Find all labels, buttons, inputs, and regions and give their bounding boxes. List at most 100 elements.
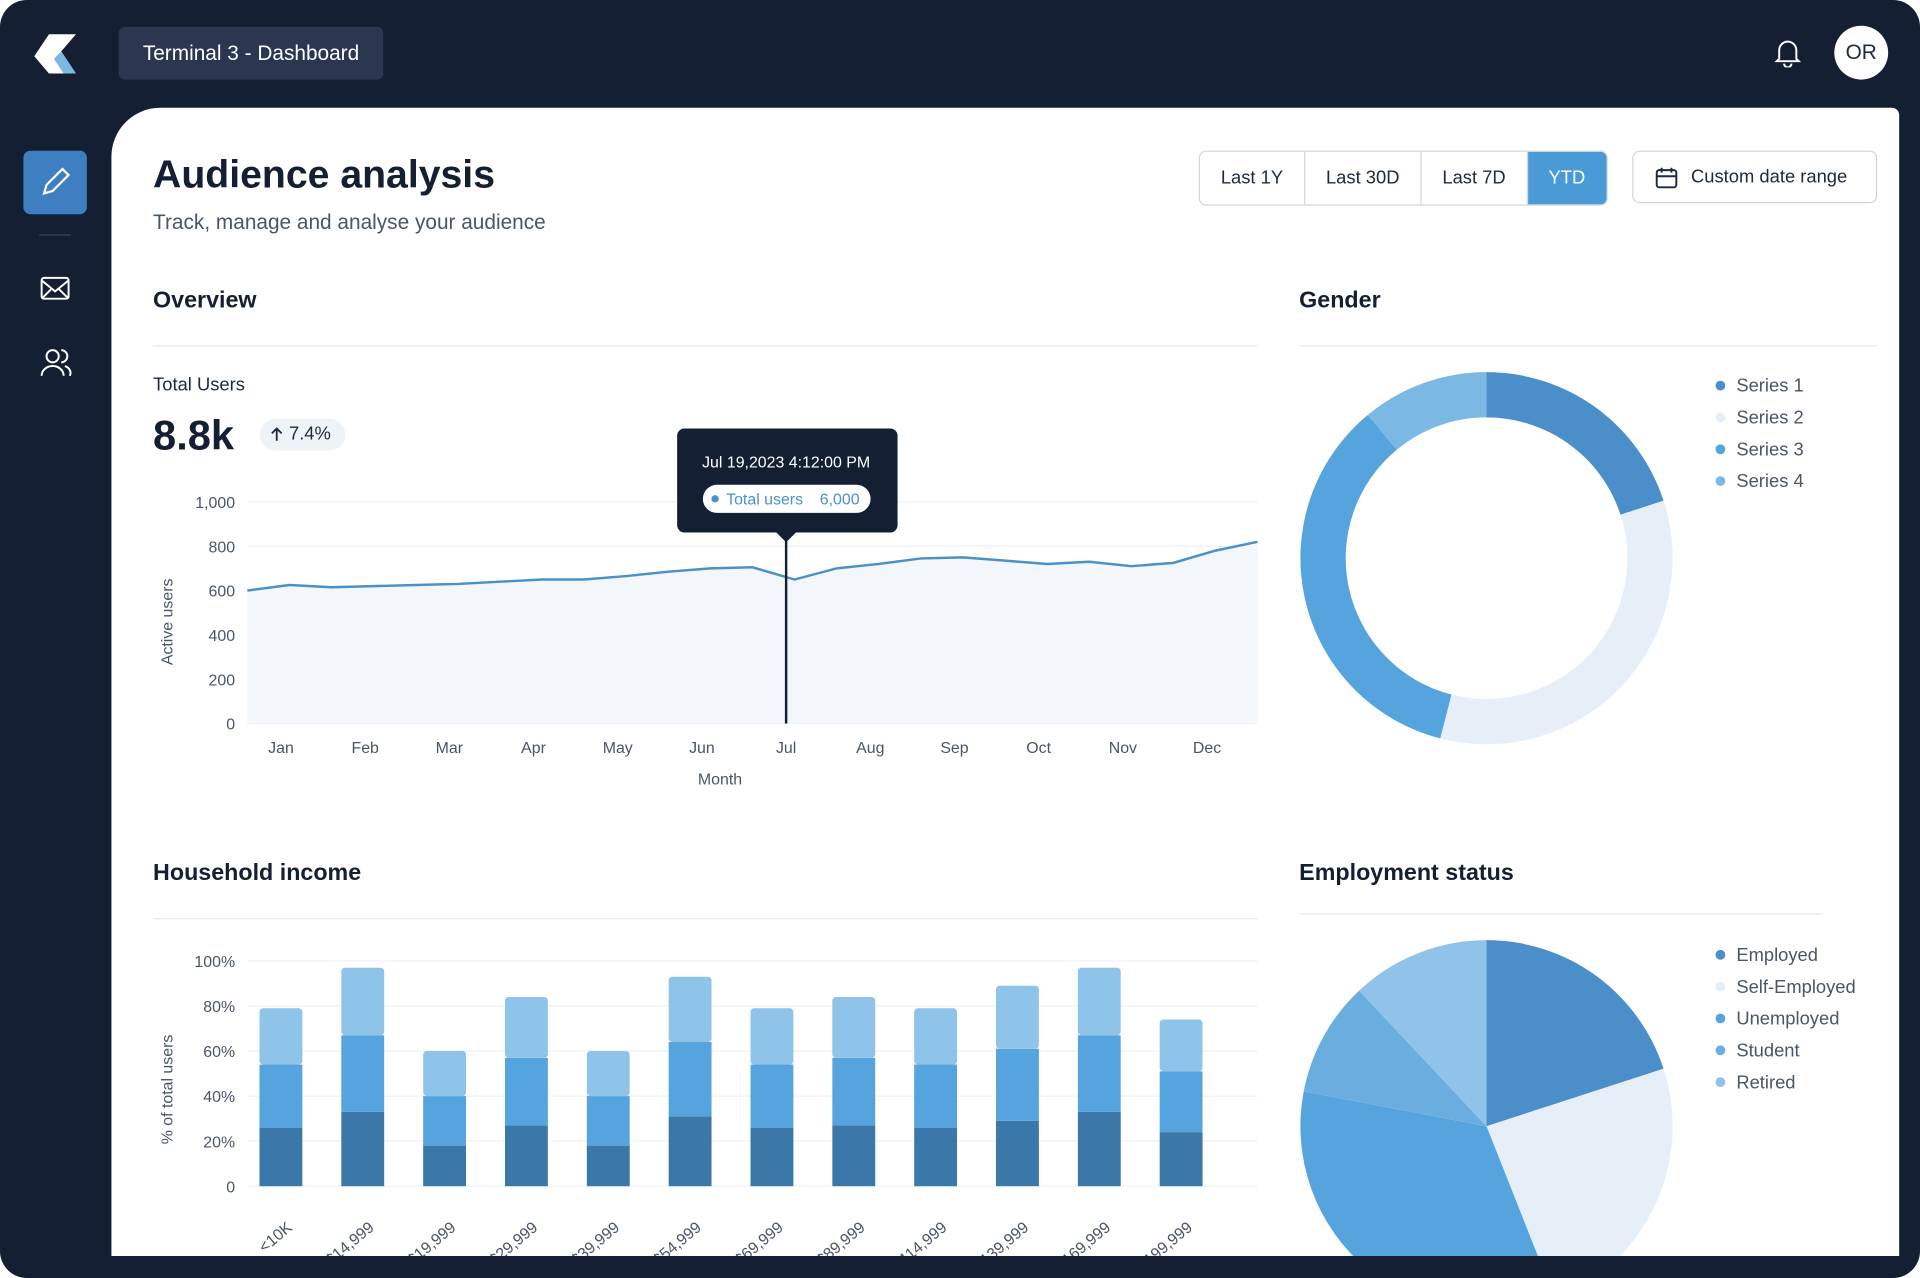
x-tick-label: Nov [1109, 740, 1137, 757]
bar-segment [341, 1035, 385, 1112]
legend-label: Series 2 [1736, 407, 1803, 428]
pie-slice [1300, 1091, 1538, 1256]
donut-segment [1486, 372, 1664, 515]
x-axis-label: Month [698, 772, 742, 789]
bar-segment [423, 1145, 467, 1187]
divider [1299, 345, 1878, 347]
bar-segment [1077, 1111, 1121, 1187]
x-tick-label: Sep [940, 740, 968, 757]
x-tick-label: Mar [436, 740, 464, 757]
y-tick-label: 0 [226, 717, 235, 734]
x-tick-label: $70K-$89,999 [781, 1219, 869, 1278]
section-title: Household income [153, 860, 362, 887]
bar-segment [750, 1127, 794, 1187]
legend-label: Series 3 [1736, 438, 1803, 459]
metric-change: 7.4% [288, 423, 331, 445]
x-tick-label: Apr [521, 740, 546, 757]
bar-segment [423, 1051, 467, 1097]
tooltip-value: 6,000 [820, 491, 860, 508]
legend-dot [1715, 1045, 1726, 1056]
bar-segment [996, 985, 1039, 1049]
bar-segment [341, 967, 385, 1036]
bar-segment [914, 1127, 958, 1187]
legend-dot [1715, 412, 1726, 423]
date-filters: Last 1Y Last 30D Last 7D YTD [1198, 150, 1608, 206]
bar-segment [259, 1008, 303, 1065]
bar-segment [996, 1120, 1039, 1187]
legend-label: Unemployed [1736, 1008, 1839, 1029]
legend-dot [1715, 981, 1726, 992]
page-title: Audience analysis [153, 151, 495, 196]
nav-mail[interactable] [40, 276, 70, 300]
bar-segment [505, 1057, 548, 1126]
tooltip-pill [702, 484, 871, 513]
tooltip [677, 428, 898, 533]
bar-segment [1159, 1132, 1203, 1187]
custom-date-range[interactable]: Custom date range [1632, 150, 1878, 204]
sidebar [23, 150, 87, 377]
up-arrow [271, 427, 283, 441]
bar-segment [832, 1125, 876, 1187]
divider [153, 345, 1258, 347]
legend-dot [1715, 949, 1726, 960]
area [247, 541, 1258, 724]
legend-dot [1715, 444, 1726, 455]
x-tick-label: <10K [256, 1219, 296, 1256]
page-subtitle: Track, manage and analyse your audience [153, 210, 546, 234]
y-tick-label: 800 [209, 539, 236, 556]
legend-label: Self-Employed [1736, 976, 1855, 997]
bar-segment [996, 1048, 1039, 1121]
donut-segment [1367, 372, 1487, 450]
legend-label: Series 4 [1736, 470, 1803, 491]
section-title: Gender [1299, 287, 1381, 314]
bar-segment [586, 1145, 630, 1187]
filter-button[interactable]: YTD [1526, 151, 1607, 205]
bar-segment [750, 1064, 794, 1128]
notification-bell[interactable] [1774, 38, 1802, 68]
legend-dot [1715, 1077, 1726, 1088]
x-tick-label: $30K-$39,999 [536, 1219, 624, 1278]
legend-label: Retired [1736, 1071, 1795, 1092]
tooltip-label: Total users [726, 491, 803, 508]
x-tick-label: $10K-$14,999 [290, 1219, 378, 1278]
x-tick-label: Feb [351, 740, 379, 757]
x-tick-label: $115K-$139,999 [932, 1219, 1032, 1278]
nav-edit[interactable] [23, 150, 87, 215]
custom-date-label: Custom date range [1691, 166, 1848, 188]
x-tick-label: Oct [1026, 740, 1051, 757]
divider [153, 918, 1258, 920]
line [247, 540, 1258, 592]
bar-segment [341, 1111, 385, 1187]
bar-segment [668, 1042, 712, 1117]
filter-button[interactable]: Last 7D [1420, 151, 1526, 205]
metric-label: Total Users [153, 374, 245, 396]
legend-dot [1715, 476, 1726, 486]
y-tick-label: 100% [194, 954, 235, 971]
workspace-title[interactable]: Terminal 3 - Dashboard [118, 26, 384, 80]
x-tick-label: Jun [689, 740, 715, 757]
x-tick-label: $55K-$69,999 [699, 1219, 787, 1278]
tooltip-dot [711, 495, 719, 503]
tooltip-pointer [776, 532, 796, 543]
avatar[interactable]: OR [1834, 25, 1889, 80]
filter-button[interactable]: Last 1Y [1220, 167, 1284, 189]
bar-segment [505, 1125, 548, 1187]
legend-label: Employed [1736, 944, 1818, 965]
x-tick-label: Jul [776, 740, 796, 757]
y-tick-label: 60% [203, 1044, 235, 1061]
filter-button[interactable]: Last 30D [1303, 151, 1420, 205]
x-tick-label: $20K-$29,999 [454, 1219, 542, 1278]
bar-segment [586, 1051, 630, 1097]
y-tick-label: 600 [209, 584, 236, 601]
bar-segment [914, 1008, 958, 1065]
section-title: Overview [153, 287, 257, 314]
metric-change-badge: 7.4% [259, 418, 346, 451]
bar-segment [668, 1116, 712, 1187]
donut-segment [1440, 500, 1673, 745]
x-tick-label: $15K-$19,999 [372, 1219, 460, 1278]
calendar-icon [1655, 167, 1678, 189]
x-tick-label: Aug [856, 740, 884, 757]
nav-users[interactable] [40, 349, 72, 377]
pie-slice [1303, 990, 1487, 1127]
